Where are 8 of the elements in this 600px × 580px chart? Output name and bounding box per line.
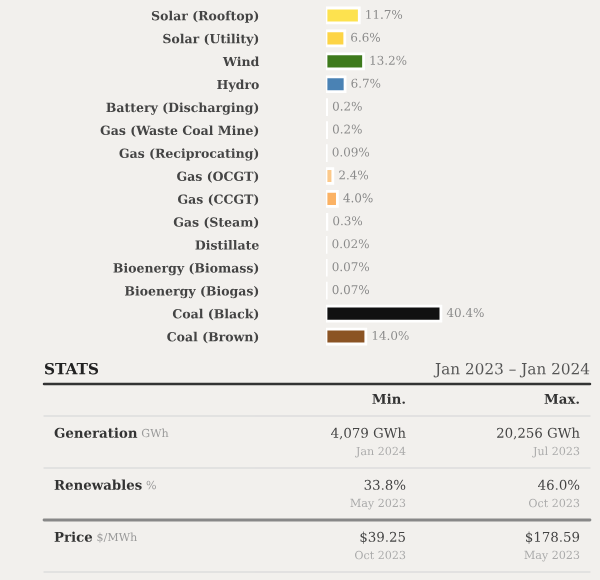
bar <box>326 327 368 346</box>
bar <box>326 52 365 71</box>
bar <box>326 29 347 48</box>
bar <box>326 6 361 25</box>
bar <box>326 304 443 323</box>
bar <box>326 190 339 208</box>
bar <box>326 75 347 94</box>
bar <box>326 167 335 185</box>
